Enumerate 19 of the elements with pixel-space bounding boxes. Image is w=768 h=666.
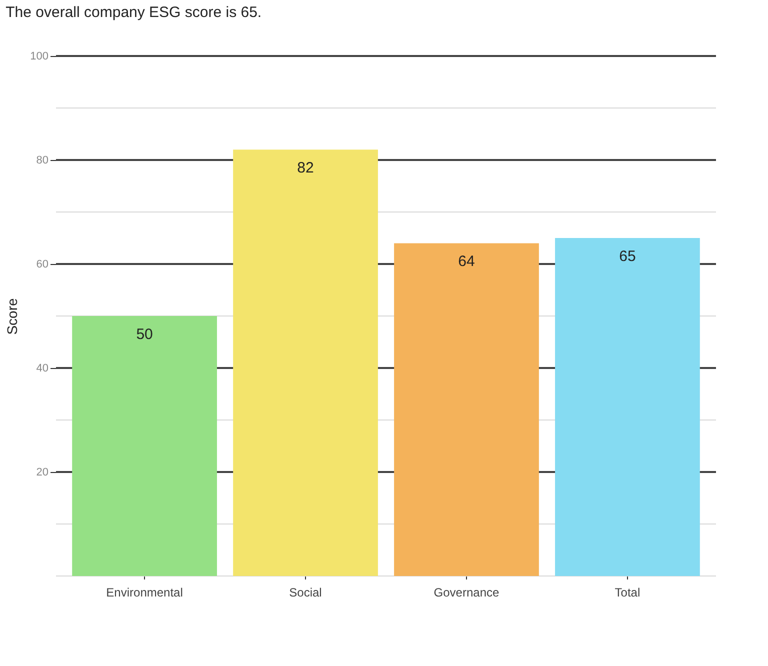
data-label: 50 bbox=[136, 326, 153, 343]
bar bbox=[555, 238, 700, 576]
y-tick-label: 60 bbox=[36, 258, 48, 270]
data-label: 65 bbox=[619, 248, 636, 265]
x-tick-label: Governance bbox=[434, 586, 500, 600]
y-tick-label: 40 bbox=[36, 362, 48, 374]
chart-title: The overall company ESG score is 65. bbox=[6, 4, 262, 21]
y-axis-title: Score bbox=[4, 298, 20, 335]
bar bbox=[394, 243, 539, 576]
data-label: 82 bbox=[297, 160, 314, 177]
x-tick-label: Total bbox=[614, 586, 640, 600]
bar bbox=[72, 316, 217, 576]
x-tick-label: Environmental bbox=[106, 586, 183, 600]
y-tick-label: 100 bbox=[30, 50, 48, 62]
data-label: 64 bbox=[458, 253, 475, 270]
bar bbox=[233, 150, 378, 576]
y-tick-label: 80 bbox=[36, 154, 48, 166]
x-tick-label: Social bbox=[289, 586, 322, 600]
y-tick-label: 20 bbox=[36, 466, 48, 478]
